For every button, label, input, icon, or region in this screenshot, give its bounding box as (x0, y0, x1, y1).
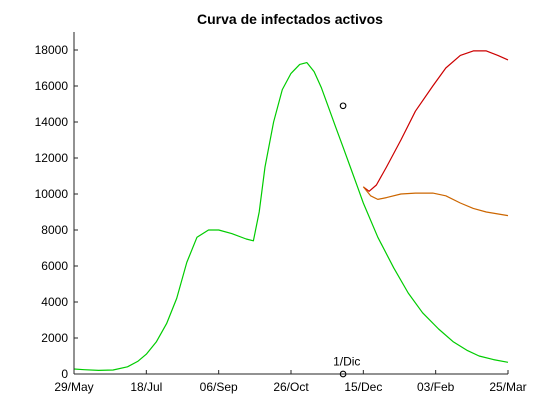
axes: 0 2000 4000 6000 8000 10000 12000 14000 16000 180… (35, 32, 527, 394)
y-tick-label: 12000 (35, 151, 69, 165)
y-tick-label: 10000 (35, 187, 69, 201)
y-tick-label: 18000 (35, 43, 69, 57)
point-marker (339, 102, 347, 110)
series-layer (73, 50, 509, 371)
y-tick-label: 4000 (41, 295, 68, 309)
x-tick-label: 15/Dec (344, 380, 382, 394)
y-tick-label: 0 (61, 367, 68, 381)
chart-title: Curva de infectados activos (197, 11, 383, 27)
y-tick-label: 8000 (41, 223, 68, 237)
series-line-1 (73, 61, 509, 371)
y-tick-label: 14000 (35, 115, 69, 129)
y-tick-label: 16000 (35, 79, 69, 93)
point-marker (339, 370, 347, 378)
series-line-3 (362, 186, 509, 217)
x-tick-label: 26/Oct (273, 380, 309, 394)
x-tick-label: 03/Feb (417, 380, 455, 394)
y-tick-label: 2000 (41, 331, 68, 345)
x-tick-label: 25/Mar (489, 380, 526, 394)
markers-layer: 1/Dic (333, 102, 360, 378)
series-line-2 (362, 50, 509, 192)
y-tick-label: 6000 (41, 259, 68, 273)
x-tick-label: 06/Sep (200, 380, 238, 394)
annotation-label: 1/Dic (333, 354, 360, 368)
x-tick-label: 29/May (54, 380, 93, 394)
x-tick-label: 18/Jul (130, 380, 162, 394)
